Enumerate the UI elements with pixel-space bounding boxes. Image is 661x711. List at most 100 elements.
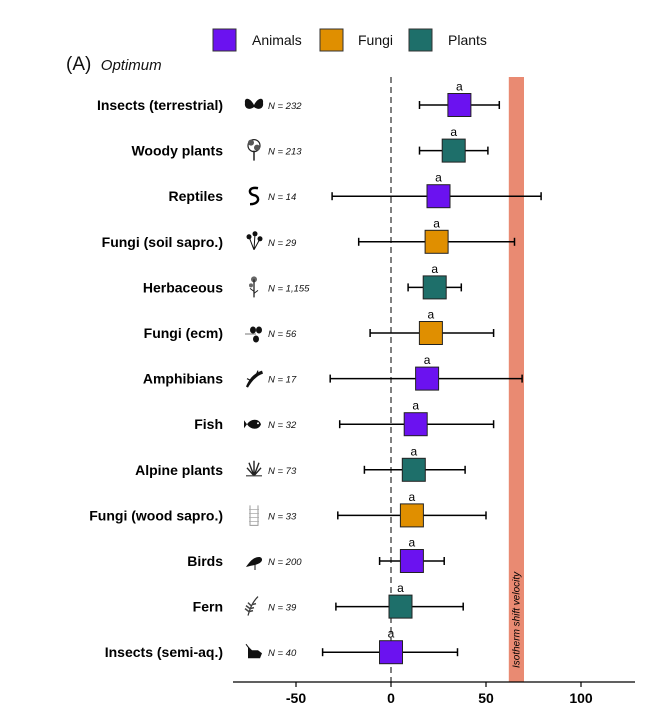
group-label: Herbaceous bbox=[143, 279, 223, 295]
sample-size-label: N = 33 bbox=[268, 511, 297, 522]
significance-letter: a bbox=[428, 308, 435, 322]
mushroom-icon bbox=[246, 231, 263, 251]
estimate-box bbox=[422, 275, 447, 300]
group-row: Fish N = 32 a bbox=[194, 399, 495, 437]
isotherm-band bbox=[508, 77, 524, 682]
significance-letter: a bbox=[388, 627, 395, 641]
estimate-box bbox=[426, 184, 451, 209]
group-label: Woody plants bbox=[131, 143, 223, 159]
significance-letter: a bbox=[433, 216, 440, 230]
significance-letter: a bbox=[450, 125, 457, 139]
group-label: Fish bbox=[194, 416, 223, 432]
group-row: Amphibians N = 17 a bbox=[143, 353, 523, 391]
significance-letter: a bbox=[409, 490, 416, 504]
estimate-box bbox=[379, 640, 403, 665]
group-label: Alpine plants bbox=[135, 462, 223, 478]
flower-icon bbox=[249, 276, 259, 298]
group-label: Fungi (soil sapro.) bbox=[102, 234, 223, 250]
group-label: Insects (terrestrial) bbox=[97, 97, 223, 113]
group-row: Insects (terrestrial) N = 232 a bbox=[97, 80, 501, 117]
estimate-box bbox=[415, 366, 440, 391]
significance-letter: a bbox=[410, 444, 417, 458]
group-label: Fungi (ecm) bbox=[144, 325, 223, 341]
sample-size-label: N = 56 bbox=[268, 329, 297, 340]
group-row: Fungi (ecm) N = 56 a bbox=[144, 308, 495, 345]
legend-swatch-fungi bbox=[319, 28, 344, 52]
group-row: Alpine plants N = 73 a bbox=[135, 444, 466, 482]
x-tick-label: -50 bbox=[286, 690, 306, 706]
estimate-box bbox=[447, 93, 472, 117]
significance-letter: a bbox=[435, 171, 442, 185]
sample-size-label: N = 73 bbox=[268, 466, 297, 477]
newt-icon bbox=[246, 370, 263, 388]
legend-label-animals: Animals bbox=[252, 32, 302, 48]
alpine-plant-icon bbox=[246, 460, 262, 477]
legend-swatch-plants bbox=[408, 28, 433, 52]
group-row: Woody plants N = 213 a bbox=[131, 125, 489, 163]
wood-fungus-icon bbox=[249, 505, 259, 526]
estimate-box bbox=[424, 229, 449, 254]
panel-title: (A) Optimum bbox=[66, 54, 162, 75]
significance-letter: a bbox=[397, 581, 404, 595]
significance-letter: a bbox=[431, 262, 438, 276]
group-label: Reptiles bbox=[169, 188, 224, 204]
isotherm-label: Isotherm shift velocity bbox=[511, 571, 522, 668]
bird-icon bbox=[246, 557, 263, 570]
significance-letter: a bbox=[409, 536, 416, 550]
x-tick-label: 50 bbox=[478, 690, 494, 706]
group-row: Fungi (wood sapro.) N = 33 a bbox=[89, 490, 487, 528]
tree-icon bbox=[247, 139, 261, 161]
aquatic-insect-icon bbox=[245, 643, 262, 659]
legend: Animals Fungi Plants bbox=[212, 28, 487, 52]
group-label: Insects (semi-aq.) bbox=[105, 644, 223, 660]
group-row: Birds N = 200 a bbox=[187, 536, 445, 573]
legend-label-fungi: Fungi bbox=[358, 32, 393, 48]
estimate-box bbox=[441, 138, 466, 163]
group-row: Reptiles N = 14 a bbox=[169, 171, 542, 209]
legend-swatch-animals bbox=[212, 28, 237, 52]
snake-icon bbox=[248, 186, 260, 206]
significance-letter: a bbox=[456, 80, 463, 94]
group-label: Amphibians bbox=[143, 371, 223, 387]
group-row: Fungi (soil sapro.) N = 29 a bbox=[102, 216, 516, 254]
significance-letter: a bbox=[412, 399, 419, 413]
legend-label-plants: Plants bbox=[448, 32, 487, 48]
group-label: Birds bbox=[187, 553, 223, 569]
estimate-box bbox=[401, 457, 426, 482]
significance-letter: a bbox=[424, 353, 431, 367]
fern-icon bbox=[244, 596, 259, 616]
estimate-box bbox=[399, 549, 424, 573]
estimate-box bbox=[403, 412, 428, 437]
sample-size-label: N = 200 bbox=[268, 557, 302, 568]
fish-icon bbox=[244, 419, 261, 429]
sample-size-label: N = 29 bbox=[268, 238, 297, 249]
sample-size-label: N = 39 bbox=[268, 603, 297, 614]
x-axis-ticks: -50 0 50 100 bbox=[286, 682, 593, 706]
estimate-box bbox=[399, 503, 424, 528]
sample-size-label: N = 40 bbox=[268, 648, 297, 659]
sample-size-label: N = 32 bbox=[268, 420, 297, 431]
sample-size-label: N = 17 bbox=[268, 375, 297, 386]
panel-subtitle: Optimum bbox=[101, 57, 162, 74]
group-row: Herbaceous N = 1,155 a bbox=[143, 262, 463, 300]
group-row: Insects (semi-aq.) N = 40 a bbox=[105, 627, 459, 665]
butterfly-icon bbox=[244, 98, 264, 109]
sample-size-label: N = 1,155 bbox=[268, 283, 310, 294]
group-label: Fungi (wood sapro.) bbox=[89, 507, 223, 523]
x-tick-label: 0 bbox=[387, 690, 395, 706]
legend-item-fungi: Fungi bbox=[319, 28, 393, 52]
legend-item-plants: Plants bbox=[408, 28, 487, 52]
group-row: Fern N = 39 a bbox=[193, 581, 464, 619]
legend-item-animals: Animals bbox=[212, 28, 302, 52]
x-tick-label: 100 bbox=[569, 690, 593, 706]
estimate-box bbox=[418, 321, 443, 345]
group-label: Fern bbox=[193, 599, 223, 615]
sample-size-label: N = 14 bbox=[268, 192, 296, 203]
truffle-icon bbox=[245, 326, 262, 343]
sample-size-label: N = 213 bbox=[268, 147, 302, 158]
sample-size-label: N = 232 bbox=[268, 101, 302, 112]
panel-label: (A) bbox=[66, 54, 91, 75]
estimate-box bbox=[388, 594, 413, 619]
